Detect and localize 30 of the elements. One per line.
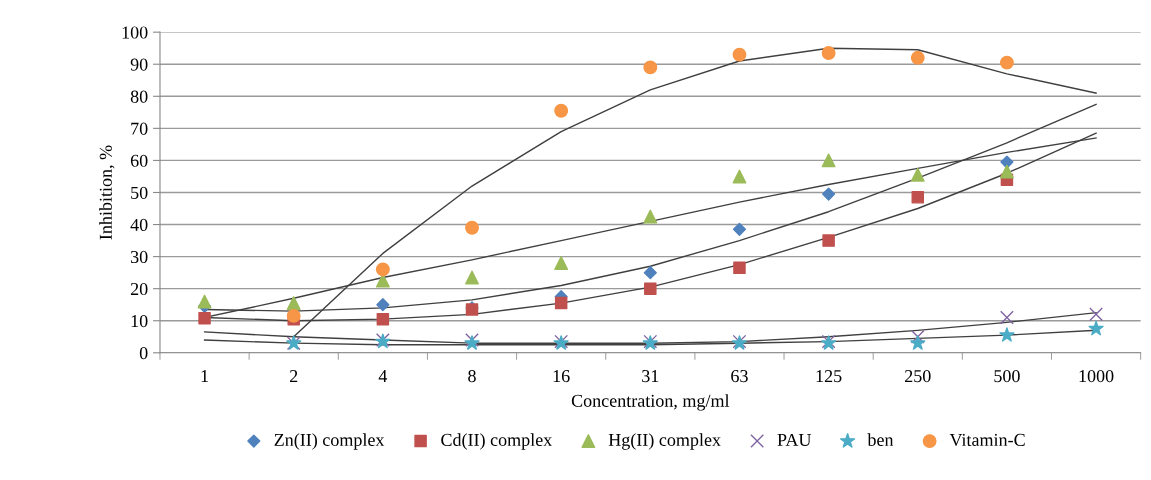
x-axis-title: Concentration, mg/ml [571,394,730,411]
x-tick-label: 16 [553,370,570,383]
y-tick-label: 80 [130,90,148,103]
y-tick-label: 100 [122,26,148,39]
legend-label: Zn(II) complex [274,433,385,450]
legend-label: Hg(II) complex [608,433,721,450]
x-tick-label: 63 [731,370,748,383]
y-tick-label: 70 [131,122,148,135]
y-tick-label: 60 [130,154,148,167]
y-tick-label: 50 [131,186,148,199]
legend-label: ben [867,433,894,446]
x-tick-label: 1 [201,370,208,382]
legend-label: PAU [777,433,812,446]
x-tick-label: 250 [905,369,931,383]
x-tick-label: 4 [378,370,388,382]
y-tick-label: 30 [130,250,148,264]
x-tick-label: 125 [816,370,842,383]
y-tick-label: 40 [130,218,148,231]
y-axis-title: Inhibition, % [99,145,115,240]
x-tick-label: 1000 [1079,369,1114,383]
y-tick-label: 20 [130,282,148,296]
x-tick-label: 2 [289,370,298,382]
legend-label: Vitamin-C [949,433,1025,447]
x-tick-label: 8 [468,369,476,383]
y-tick-label: 0 [139,347,148,360]
y-tick-label: 90 [130,58,148,71]
y-tick-label: 10 [131,314,148,328]
x-tick-label: 31 [642,370,659,383]
legend-label: Cd(II) complex [441,433,553,450]
x-tick-label: 500 [994,369,1020,383]
